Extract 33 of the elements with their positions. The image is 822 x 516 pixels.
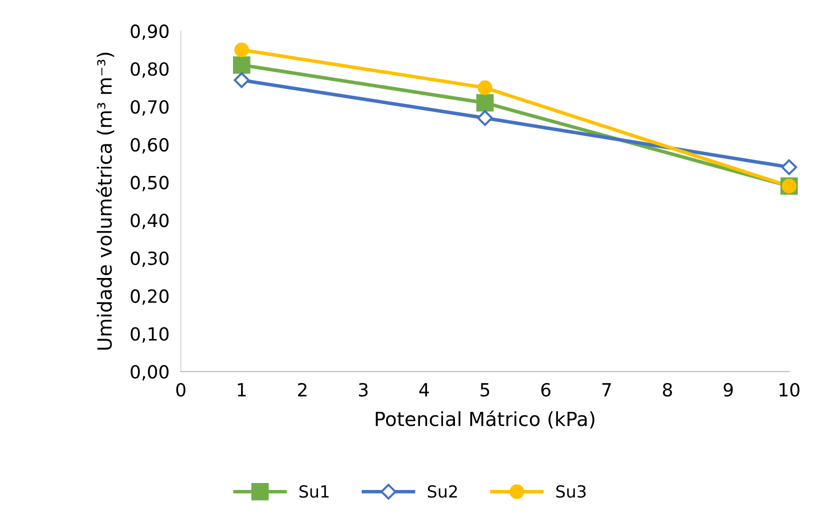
point	[478, 80, 492, 96]
x-tick-label: 8	[662, 382, 672, 397]
x-tick-label: 3	[358, 382, 368, 397]
y-tick-label: 0,90	[130, 24, 169, 40]
point	[476, 94, 494, 112]
point	[477, 110, 493, 126]
legend-label: Su1	[299, 485, 329, 498]
x-tick-label: 10	[780, 382, 800, 397]
y-tick-label: 0,60	[130, 138, 169, 154]
point	[781, 159, 798, 176]
point	[234, 42, 249, 58]
y-tick-label: 0,00	[130, 364, 169, 380]
x-tick-label: 5	[480, 383, 490, 397]
y-axis-title: Umidade volumétrica (m³ m⁻³)	[96, 52, 114, 350]
y-tick-label: 0,30	[130, 251, 169, 267]
legend-label: Su3	[556, 485, 586, 498]
y-tick-label: 0,20	[130, 289, 169, 305]
x-tick-label: 2	[298, 382, 306, 396]
x-tick-label: 0	[176, 382, 186, 397]
point	[234, 72, 250, 88]
x-tick-label: 6	[541, 382, 550, 397]
y-tick-label: 0,70	[130, 100, 169, 116]
y-tick-label: 0,80	[130, 62, 169, 78]
legend-label: Su2	[428, 485, 457, 498]
x-tick-label: 9	[724, 382, 733, 397]
x-tick-label: 1	[238, 383, 246, 396]
x-tick-label: 4	[419, 383, 429, 396]
y-tick-label: 0,10	[130, 327, 169, 343]
y-tick-label: 0,40	[130, 214, 169, 230]
point	[232, 56, 250, 74]
y-tick-label: 0,50	[130, 176, 169, 192]
x-axis-title: Potencial Mátrico (kPa)	[376, 410, 594, 429]
x-tick-label: 7	[602, 383, 611, 396]
